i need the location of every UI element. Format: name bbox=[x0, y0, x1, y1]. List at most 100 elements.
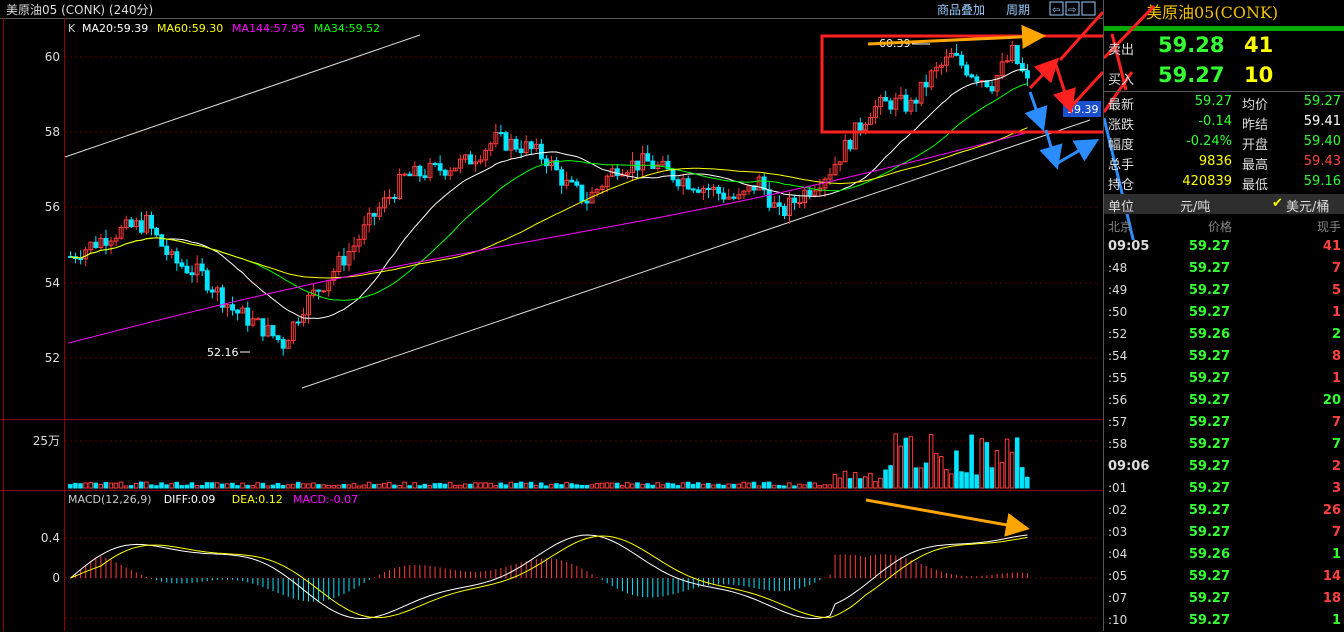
candle-body bbox=[944, 56, 949, 66]
candle-body bbox=[245, 307, 251, 326]
volume-bar bbox=[513, 482, 519, 489]
candle-body bbox=[1014, 45, 1020, 65]
candle-body bbox=[554, 160, 560, 171]
volume-bar bbox=[771, 484, 777, 489]
candle-body bbox=[771, 202, 777, 208]
volume-bar bbox=[275, 483, 281, 489]
tick-row[interactable]: :49 59.27 5 bbox=[1104, 280, 1344, 302]
panel-annotation-arrows bbox=[1104, 4, 1156, 240]
candle-body bbox=[204, 270, 210, 291]
macd-y-tick-0: 0 bbox=[52, 571, 60, 585]
tick-row[interactable]: :10 59.27 1 bbox=[1104, 610, 1344, 632]
candle-body bbox=[376, 207, 382, 217]
tick-price: 59.27 bbox=[1188, 371, 1230, 386]
tick-row[interactable]: :01 59.27 3 bbox=[1104, 478, 1344, 500]
volume-bar bbox=[452, 484, 458, 489]
candle-body bbox=[776, 202, 782, 207]
candle-body bbox=[275, 335, 281, 341]
volume-bar bbox=[538, 482, 544, 489]
tick-time: :48 bbox=[1108, 261, 1128, 275]
volume-bar bbox=[301, 483, 306, 489]
candle-body bbox=[361, 224, 367, 240]
volume-bar bbox=[447, 481, 453, 489]
volume-bar bbox=[695, 482, 701, 489]
candle-body bbox=[559, 169, 565, 186]
volume-bar bbox=[417, 485, 423, 489]
candle-body bbox=[113, 237, 119, 242]
candle-body bbox=[138, 220, 144, 233]
tick-row[interactable]: :57 59.27 7 bbox=[1104, 412, 1344, 434]
tick-row[interactable]: :48 59.27 7 bbox=[1104, 258, 1344, 280]
volume-bar bbox=[371, 484, 377, 489]
ma20-line bbox=[70, 68, 1028, 319]
tick-volume: 7 bbox=[1331, 261, 1341, 276]
tick-row[interactable]: :04 59.26 1 bbox=[1104, 544, 1344, 566]
period-button[interactable]: 周期 bbox=[1006, 3, 1030, 17]
quote-label-2: 均价 bbox=[1242, 98, 1269, 113]
volume-bar bbox=[209, 482, 215, 489]
volume-bar bbox=[913, 467, 919, 489]
tick-row[interactable]: :02 59.27 26 bbox=[1104, 500, 1344, 522]
candle-body bbox=[468, 154, 473, 165]
tick-row[interactable]: :54 59.27 8 bbox=[1104, 346, 1344, 368]
volume-bar bbox=[797, 483, 802, 489]
candle-body bbox=[842, 139, 848, 163]
volume-bar bbox=[680, 482, 686, 489]
candle-body bbox=[412, 165, 418, 177]
tick-row[interactable]: :58 59.27 7 bbox=[1104, 434, 1344, 456]
candle-body bbox=[706, 188, 711, 191]
kline-chart-area[interactable]: 美原油05 (CONK) (240分) 商品叠加 周期 ⇦ ⇨ MA20:59.… bbox=[0, 0, 1103, 631]
tick-volume: 8 bbox=[1331, 349, 1341, 364]
volume-bar bbox=[78, 483, 83, 489]
tick-time: 09:06 bbox=[1108, 459, 1150, 474]
candle-body bbox=[736, 194, 742, 199]
volume-bar bbox=[351, 483, 357, 489]
tick-row[interactable]: 09:06 59.27 2 bbox=[1104, 456, 1344, 478]
candle-body bbox=[184, 265, 190, 274]
checkmark-icon[interactable]: ✔ bbox=[1272, 196, 1283, 211]
candle-body bbox=[351, 245, 357, 253]
tick-row[interactable]: :52 59.26 2 bbox=[1104, 324, 1344, 346]
volume-bar bbox=[1019, 467, 1025, 489]
candle-body bbox=[290, 321, 296, 342]
tick-row[interactable]: :03 59.27 7 bbox=[1104, 522, 1344, 544]
volume-bar bbox=[169, 482, 174, 489]
quote-value: 9836 bbox=[1198, 154, 1232, 169]
candle-body bbox=[538, 143, 544, 160]
buy-qty: 10 bbox=[1244, 63, 1274, 87]
tick-row[interactable]: :05 59.27 14 bbox=[1104, 566, 1344, 588]
candle-body bbox=[949, 52, 954, 58]
ma144-line bbox=[67, 132, 1026, 344]
tick-time: :58 bbox=[1108, 437, 1128, 451]
volume-bar bbox=[518, 481, 524, 489]
candle-body bbox=[685, 178, 691, 190]
candle-body bbox=[599, 186, 605, 190]
tick-price: 59.27 bbox=[1188, 459, 1230, 474]
candle-body bbox=[888, 100, 894, 110]
unit-alt-toggle[interactable]: 美元/桶 bbox=[1286, 200, 1330, 215]
volume-bar bbox=[412, 482, 417, 489]
tick-row[interactable]: 09:05 59.27 41 bbox=[1104, 236, 1344, 258]
tick-price: 59.27 bbox=[1188, 613, 1230, 628]
candle-body bbox=[630, 160, 635, 174]
volume-bar bbox=[868, 472, 873, 489]
tick-row[interactable]: :07 59.27 18 bbox=[1104, 588, 1344, 610]
volume-bar bbox=[311, 482, 316, 489]
nav-arrow-icons[interactable]: ⇦ ⇨ bbox=[1049, 1, 1096, 16]
volume-bar bbox=[138, 481, 144, 489]
overlay-button[interactable]: 商品叠加 bbox=[937, 2, 985, 17]
candle-body bbox=[665, 161, 671, 170]
candle-body bbox=[994, 75, 1000, 92]
candle-body bbox=[123, 219, 129, 228]
volume-bar bbox=[295, 481, 301, 489]
tick-time: :56 bbox=[1108, 393, 1128, 407]
volume-bar bbox=[361, 484, 367, 489]
candle-body bbox=[260, 318, 266, 337]
tick-row[interactable]: :50 59.27 1 bbox=[1104, 302, 1344, 324]
tick-row[interactable]: :56 59.27 20 bbox=[1104, 390, 1344, 412]
volume-bar bbox=[437, 482, 443, 489]
candle-body bbox=[493, 132, 499, 145]
tick-row[interactable]: :55 59.27 1 bbox=[1104, 368, 1344, 390]
candle-body bbox=[437, 163, 443, 171]
candle-body bbox=[857, 122, 863, 131]
